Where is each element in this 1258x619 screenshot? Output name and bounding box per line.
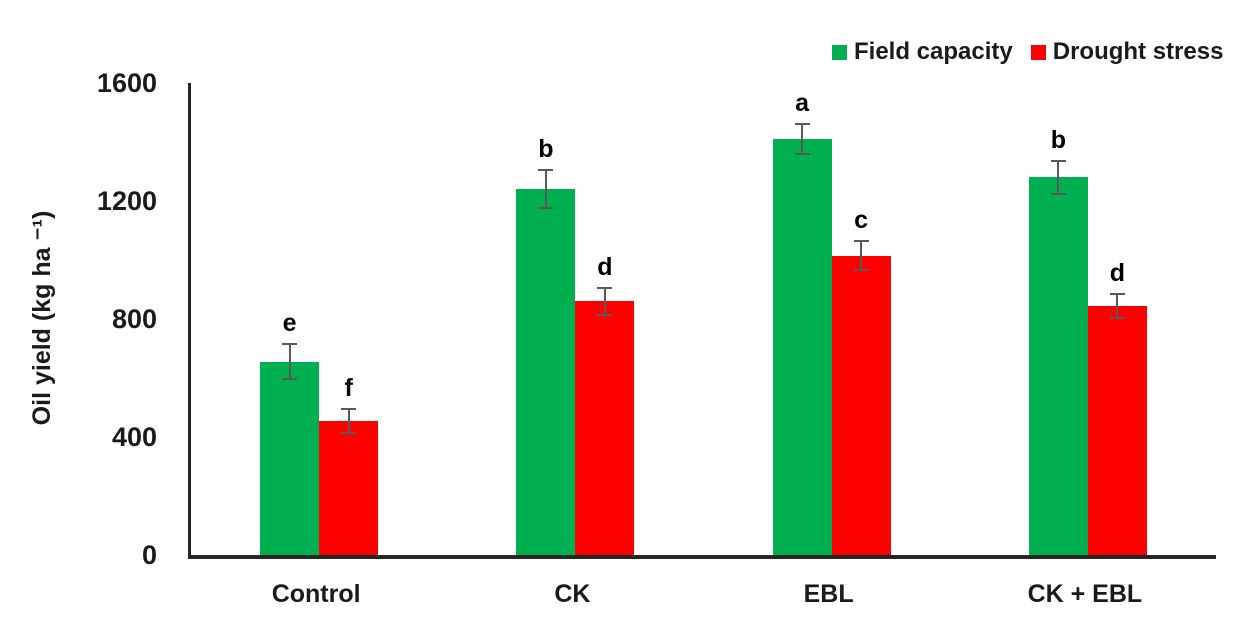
error-bar (1057, 161, 1060, 194)
significance-letter: e (282, 309, 297, 338)
error-bar-cap (282, 378, 298, 381)
error-bar (603, 288, 606, 315)
error-bar-cap (1109, 292, 1125, 295)
y-tick-label: 1600 (96, 68, 157, 98)
error-bar-cap (853, 239, 869, 242)
significance-letter: f (344, 373, 353, 402)
error-bar-cap (341, 407, 357, 410)
error-bar-cap (282, 343, 298, 346)
error-bar-cap (341, 431, 357, 434)
bar-field-capacity (1028, 177, 1088, 555)
bar-drought-stress (1087, 305, 1147, 555)
error-bar-cap (1109, 316, 1125, 319)
legend-item-field-capacity: Field capacity (832, 38, 1013, 66)
bar-drought-stress (575, 301, 635, 555)
y-tick-label: 800 (111, 304, 157, 334)
x-category-label: CK + EBL (1027, 580, 1143, 608)
y-tick-label: 0 (141, 540, 157, 570)
significance-letter: c (854, 205, 869, 234)
significance-letter: d (1109, 258, 1126, 287)
legend-item-drought-stress: Drought stress (1030, 38, 1224, 66)
error-bar (1116, 293, 1119, 318)
legend-label-drought-stress: Drought stress (1052, 38, 1224, 65)
x-category-label: CK (554, 580, 591, 608)
bar-drought-stress (319, 420, 379, 555)
y-tick-label: 1200 (96, 186, 157, 216)
legend-label-field-capacity: Field capacity (854, 38, 1013, 65)
error-bar-cap (794, 123, 810, 126)
legend-swatch-field-capacity-icon (832, 44, 847, 60)
significance-letter: b (1050, 126, 1067, 155)
bar-field-capacity (260, 361, 320, 555)
error-bar-cap (538, 169, 554, 172)
error-bar-cap (538, 207, 554, 210)
legend-swatch-drought-stress-icon (1030, 44, 1046, 60)
x-category-label: Control (271, 580, 361, 608)
error-bar-cap (794, 152, 810, 155)
error-bar (544, 170, 547, 209)
error-bar-cap (853, 269, 869, 272)
bar-field-capacity (772, 139, 832, 555)
bar-field-capacity (516, 189, 576, 555)
error-bar-cap (1050, 160, 1066, 163)
error-bar-cap (597, 287, 613, 290)
plot-area: e f b d a c b d (188, 83, 1216, 559)
bar-drought-stress (831, 255, 891, 555)
significance-letter: b (538, 135, 554, 164)
error-bar (288, 344, 291, 380)
error-bar-cap (1050, 192, 1066, 195)
y-tick-label: 400 (111, 422, 157, 452)
significance-letter: d (597, 253, 613, 282)
error-bar (860, 240, 863, 271)
error-bar (347, 408, 350, 433)
chart-legend: Field capacity Drought stress (832, 38, 1223, 66)
significance-letter: a (795, 89, 810, 118)
error-bar-cap (597, 313, 613, 316)
error-bar (801, 124, 804, 154)
x-category-label: EBL (803, 580, 854, 608)
